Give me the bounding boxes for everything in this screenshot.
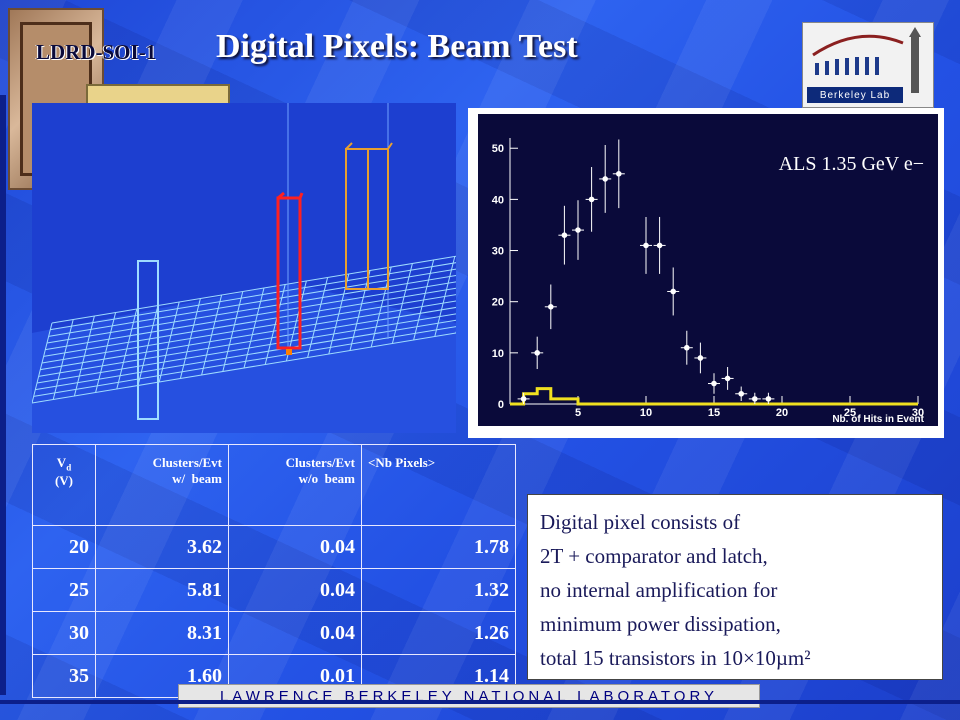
left-accent-bar [0,95,6,695]
data-point [724,375,731,382]
histogram-annotation: ALS 1.35 GeV e− [779,153,924,175]
x-tick-label: 5 [575,407,581,419]
table-row: 30 8.31 0.04 1.26 [32,611,516,655]
table-cell: 3.62 [95,525,229,569]
table-cell: 8.31 [95,611,229,655]
x-tick-label: 20 [776,407,788,419]
x-tick-label: 15 [708,407,720,419]
data-point [588,196,595,203]
table-cell: 35 [32,654,96,698]
data-point [616,171,622,177]
bottom-accent-bar [0,700,960,704]
x-tick-label: 25 [844,407,856,419]
x-tick-label: 30 [912,407,924,419]
description-line: 2T + comparator and latch, [540,544,768,568]
data-point [765,396,772,402]
data-point [602,176,608,182]
data-point [561,232,568,238]
y-tick-label: 10 [492,348,504,360]
description-line: total 15 transistors in 10×10µm² [540,646,811,670]
table-row: 25 5.81 0.04 1.32 [32,568,516,612]
table-cell: 20 [32,525,96,569]
table-cell: 25 [32,568,96,612]
table-cell: 1.60 [95,654,229,698]
table-cell: 1.78 [361,525,516,569]
table-cell: 5.81 [95,568,229,612]
project-tag: LDRD-SOI-1 [36,40,157,64]
x-tick-label: 10 [640,407,652,419]
table-cell: 0.04 [228,525,362,569]
table-cell: 30 [32,611,96,655]
data-point [656,242,663,249]
header-clusters-without-beam: Clusters/Evt w/o beam [228,444,362,526]
table-row: 35 1.60 0.01 1.14 [32,654,516,698]
histogram-x-axis-label: Nb. of Hits in Event [832,414,924,425]
y-tick-label: 40 [492,194,504,206]
data-point [711,380,717,387]
berkeley-lab-logo: Berkeley Lab [802,22,934,108]
slide-title: Digital Pixels: Beam Test [216,28,578,65]
header-clusters-with-beam: Clusters/Evt w/ beam [95,444,229,526]
data-point [520,396,527,402]
data-point [752,396,758,402]
description-line: minimum power dissipation, [540,612,781,636]
data-point [575,227,581,233]
pixel-hit-3d-plot [32,103,456,433]
data-point [670,288,676,295]
description-box: Digital pixel consists of 2T + comparato… [527,494,943,680]
table-cell: 1.26 [361,611,516,655]
logo-text: Berkeley Lab [807,87,903,103]
data-point [697,355,704,361]
data-point [534,350,540,356]
data-point [738,390,744,397]
histogram-frame [478,114,938,426]
data-point [684,344,690,351]
table-cell: 0.04 [228,568,362,612]
hits-histogram-panel: 5 10 15 20 25 30 0 10 20 30 40 50 ALS 1.35 GeV e− N… [468,108,944,438]
y-tick-label: 30 [492,246,504,258]
footer-banner: Lawrence Berkeley National Laboratory [178,684,760,708]
header-nb-pixels: <Nb Pixels> [361,444,516,526]
description-line: Digital pixel consists of [540,510,741,534]
header-vd: Vd (V) [32,444,96,526]
y-tick-label: 50 [492,143,504,155]
table-row: 20 3.62 0.04 1.78 [32,525,516,569]
table-cell: 1.32 [361,568,516,612]
results-table: Vd (V) Clusters/Evt w/ beam Clusters/Evt w/… [32,444,516,698]
y-tick-label: 20 [492,297,504,309]
data-point [643,242,649,249]
description-line: no internal amplification for [540,578,778,602]
y-tick-label: 0 [498,399,504,411]
data-point [548,304,554,310]
table-cell: 0.04 [228,611,362,655]
